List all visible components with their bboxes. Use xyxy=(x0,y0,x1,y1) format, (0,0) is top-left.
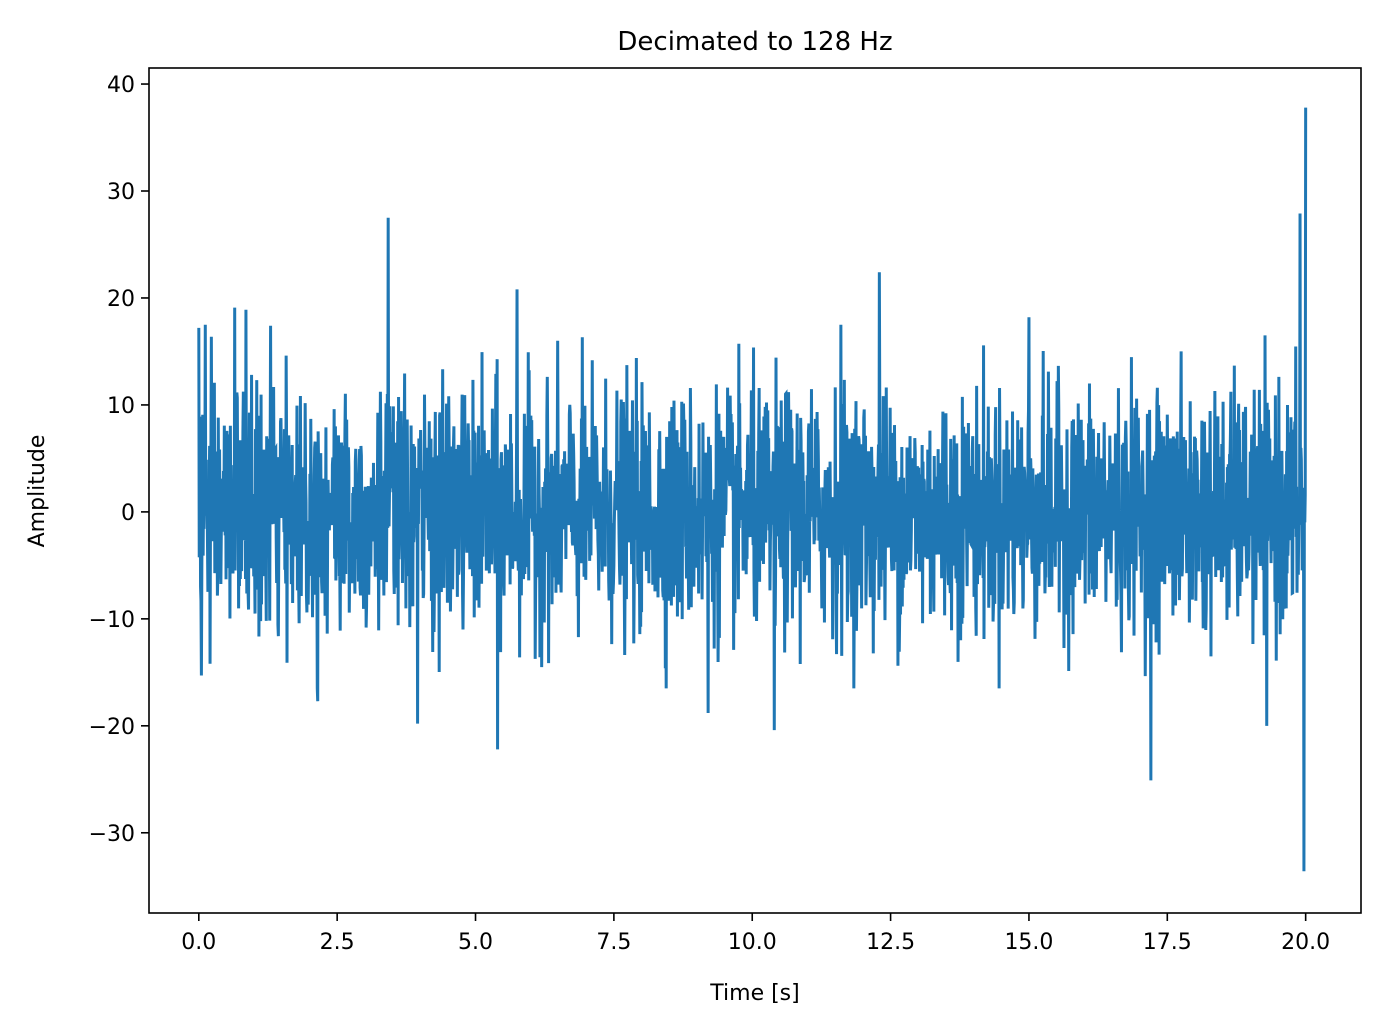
y-axis-label: Amplitude xyxy=(25,435,50,548)
x-axis: 0.0 2.5 5.0 7.5 10.0 12.5 15.0 17.5 20.0 xyxy=(181,913,1330,955)
plot-area xyxy=(197,107,1308,872)
x-tick-label: 12.5 xyxy=(866,930,915,955)
y-tick-label: 30 xyxy=(107,180,135,205)
x-tick-label: 17.5 xyxy=(1143,930,1192,955)
y-tick-label: 0 xyxy=(121,501,135,526)
y-tick-label: −10 xyxy=(89,608,135,633)
x-tick-label: 7.5 xyxy=(596,930,631,955)
x-axis-label: Time [s] xyxy=(709,981,799,1006)
x-tick-label: 20.0 xyxy=(1281,930,1330,955)
y-tick-label: −30 xyxy=(89,822,135,847)
plot-frame xyxy=(148,67,1362,914)
x-tick-label: 10.0 xyxy=(728,930,777,955)
chart-title: Decimated to 128 Hz xyxy=(617,27,892,57)
x-tick-label: 2.5 xyxy=(320,930,355,955)
y-tick-label: −20 xyxy=(89,715,135,740)
x-tick-label: 5.0 xyxy=(458,930,493,955)
y-tick-label: 10 xyxy=(107,394,135,419)
y-tick-label: 20 xyxy=(107,287,135,312)
y-tick-label: 40 xyxy=(107,73,135,98)
x-tick-label: 0.0 xyxy=(181,930,216,955)
series-line xyxy=(197,107,1308,872)
y-axis: −30 −20 −10 0 10 20 30 40 xyxy=(89,73,149,847)
x-tick-label: 15.0 xyxy=(1004,930,1053,955)
